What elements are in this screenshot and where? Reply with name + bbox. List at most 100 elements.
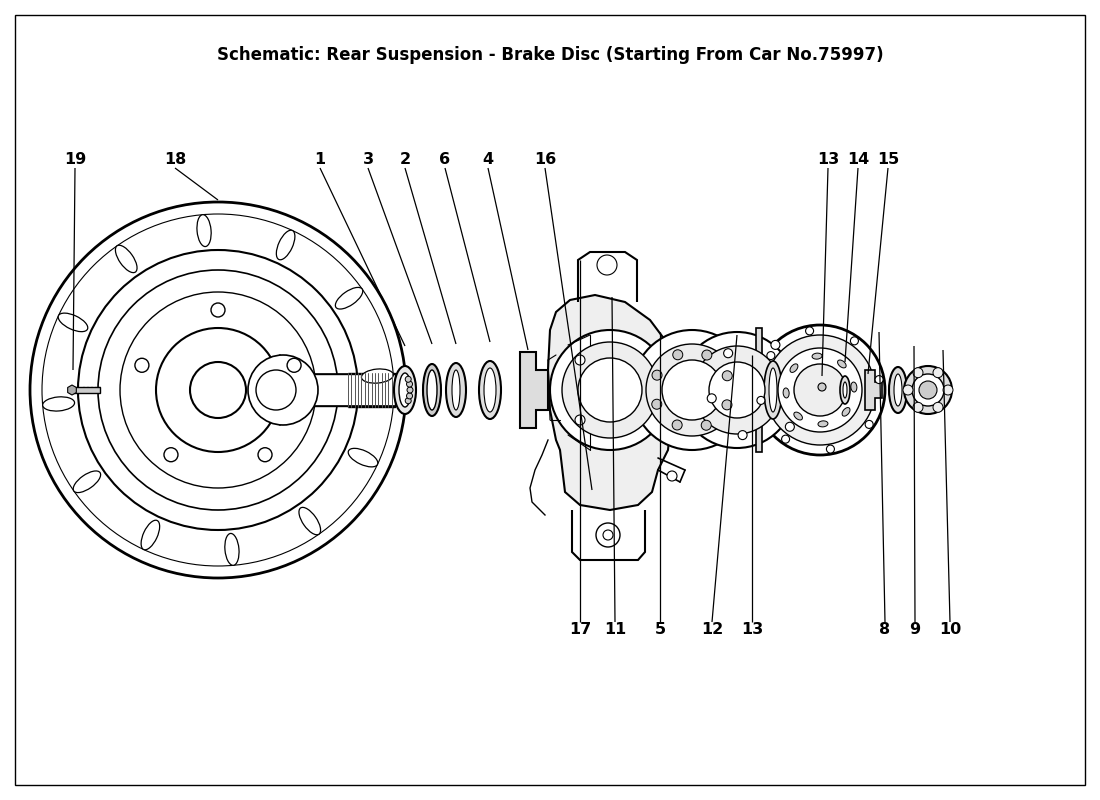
Circle shape xyxy=(710,362,764,418)
Circle shape xyxy=(933,368,943,378)
Ellipse shape xyxy=(843,382,847,398)
Circle shape xyxy=(826,445,835,453)
Circle shape xyxy=(662,360,722,420)
Circle shape xyxy=(407,381,412,387)
Ellipse shape xyxy=(840,376,850,404)
Ellipse shape xyxy=(818,421,828,427)
Circle shape xyxy=(78,250,358,530)
Circle shape xyxy=(679,332,795,448)
Circle shape xyxy=(903,385,913,395)
Ellipse shape xyxy=(58,313,88,332)
Ellipse shape xyxy=(484,368,496,412)
Circle shape xyxy=(778,348,862,432)
Text: 16: 16 xyxy=(534,153,557,167)
Text: 3: 3 xyxy=(362,153,374,167)
Circle shape xyxy=(256,370,296,410)
Circle shape xyxy=(865,421,873,429)
Ellipse shape xyxy=(894,374,902,406)
Text: 17: 17 xyxy=(569,622,591,638)
Ellipse shape xyxy=(43,397,75,411)
Ellipse shape xyxy=(399,373,411,407)
Circle shape xyxy=(933,402,943,412)
Polygon shape xyxy=(548,295,672,510)
Ellipse shape xyxy=(837,360,846,368)
Circle shape xyxy=(764,335,875,445)
Circle shape xyxy=(632,330,752,450)
Ellipse shape xyxy=(116,246,138,273)
Text: 19: 19 xyxy=(64,153,86,167)
Circle shape xyxy=(597,255,617,275)
Ellipse shape xyxy=(790,364,798,373)
Circle shape xyxy=(904,366,952,414)
Text: 10: 10 xyxy=(939,622,961,638)
Ellipse shape xyxy=(141,520,160,550)
Ellipse shape xyxy=(769,368,777,412)
Circle shape xyxy=(603,530,613,540)
Circle shape xyxy=(693,346,781,434)
Circle shape xyxy=(652,370,662,380)
Circle shape xyxy=(248,355,318,425)
Ellipse shape xyxy=(478,361,500,419)
Circle shape xyxy=(407,387,412,393)
Text: 8: 8 xyxy=(879,622,891,638)
Text: 15: 15 xyxy=(877,153,899,167)
Text: 11: 11 xyxy=(604,622,626,638)
Circle shape xyxy=(805,327,814,335)
Circle shape xyxy=(575,415,585,425)
Polygon shape xyxy=(865,370,882,410)
Ellipse shape xyxy=(349,448,377,467)
Ellipse shape xyxy=(452,370,460,410)
Text: 14: 14 xyxy=(847,153,869,167)
Circle shape xyxy=(405,376,411,382)
Circle shape xyxy=(913,402,923,412)
Text: 9: 9 xyxy=(910,622,921,638)
Ellipse shape xyxy=(783,388,789,398)
Circle shape xyxy=(918,381,937,399)
Circle shape xyxy=(943,385,953,395)
Ellipse shape xyxy=(424,364,441,416)
Ellipse shape xyxy=(299,507,320,534)
Circle shape xyxy=(707,394,716,403)
Circle shape xyxy=(287,358,301,372)
Polygon shape xyxy=(68,385,76,395)
Circle shape xyxy=(578,358,642,422)
Text: Schematic: Rear Suspension - Brake Disc (Starting From Car No.75997): Schematic: Rear Suspension - Brake Disc … xyxy=(217,46,883,64)
Ellipse shape xyxy=(197,214,211,246)
Ellipse shape xyxy=(794,412,802,420)
Circle shape xyxy=(156,328,280,452)
Circle shape xyxy=(550,330,670,450)
Ellipse shape xyxy=(362,369,394,383)
Circle shape xyxy=(818,383,826,391)
Circle shape xyxy=(723,370,733,381)
Ellipse shape xyxy=(427,370,437,410)
Circle shape xyxy=(724,349,733,358)
Circle shape xyxy=(672,420,682,430)
Text: 13: 13 xyxy=(817,153,839,167)
Circle shape xyxy=(405,398,411,404)
Ellipse shape xyxy=(224,534,239,566)
Circle shape xyxy=(802,377,811,386)
Circle shape xyxy=(98,270,338,510)
Circle shape xyxy=(785,422,794,431)
Text: 1: 1 xyxy=(315,153,326,167)
Circle shape xyxy=(596,523,620,547)
Circle shape xyxy=(575,355,585,365)
Bar xyxy=(72,387,100,393)
Circle shape xyxy=(913,368,923,378)
Circle shape xyxy=(407,393,412,399)
Circle shape xyxy=(673,350,683,360)
Circle shape xyxy=(722,400,732,410)
Text: 4: 4 xyxy=(483,153,494,167)
Polygon shape xyxy=(520,352,548,428)
Circle shape xyxy=(755,325,886,455)
Circle shape xyxy=(701,420,712,430)
Circle shape xyxy=(190,362,246,418)
Circle shape xyxy=(782,435,790,443)
Circle shape xyxy=(164,448,178,462)
Circle shape xyxy=(30,202,406,578)
Circle shape xyxy=(850,337,858,345)
Circle shape xyxy=(646,344,738,436)
Circle shape xyxy=(794,364,846,416)
Ellipse shape xyxy=(336,287,363,309)
Circle shape xyxy=(562,342,658,438)
